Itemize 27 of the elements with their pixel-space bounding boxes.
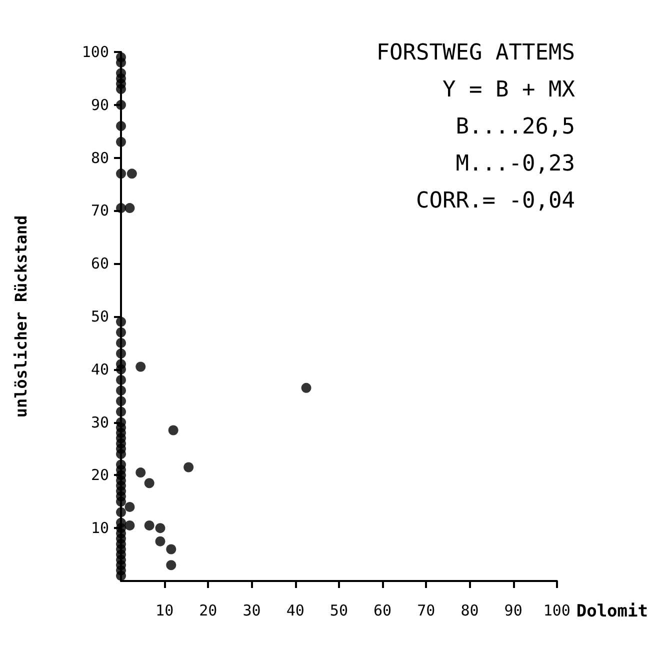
x-tick-label: 80 (460, 602, 479, 620)
y-tick-label: 90 (90, 96, 109, 114)
y-axis-title: unlöslicher Rückstand (12, 215, 30, 418)
y-tick-label: 10 (90, 519, 109, 538)
x-tick-label: 90 (504, 602, 522, 620)
y-tick-label: 100 (82, 43, 109, 61)
x-axis-title: Dolomit (576, 602, 648, 622)
y-tick-label: 70 (90, 202, 109, 220)
x-tick-label: 20 (199, 602, 218, 620)
x-tick-label: 30 (242, 602, 261, 620)
annotation: FORSTWEG ATTEMS (376, 40, 575, 66)
annotation: B....26,5 (456, 114, 575, 140)
y-tick-label: 20 (90, 466, 109, 484)
y-tick-label: 60 (90, 254, 109, 273)
x-tick-label: 40 (286, 602, 304, 620)
x-tick-label: 10 (156, 602, 174, 620)
x-tick-label: 100 (543, 602, 570, 620)
y-tick-label: 30 (90, 413, 109, 432)
x-tick-label: 70 (417, 602, 436, 620)
y-tick-label: 80 (90, 148, 109, 167)
annotation: Y = B + MX (442, 78, 576, 102)
y-tick-label: 50 (90, 308, 109, 326)
annotation: M...-0,23 (456, 152, 575, 176)
x-tick-label: 60 (374, 602, 392, 620)
y-tick-label: 40 (90, 360, 109, 378)
x-tick-label: 50 (330, 602, 348, 620)
annotation: CORR.= -0,04 (416, 188, 575, 214)
